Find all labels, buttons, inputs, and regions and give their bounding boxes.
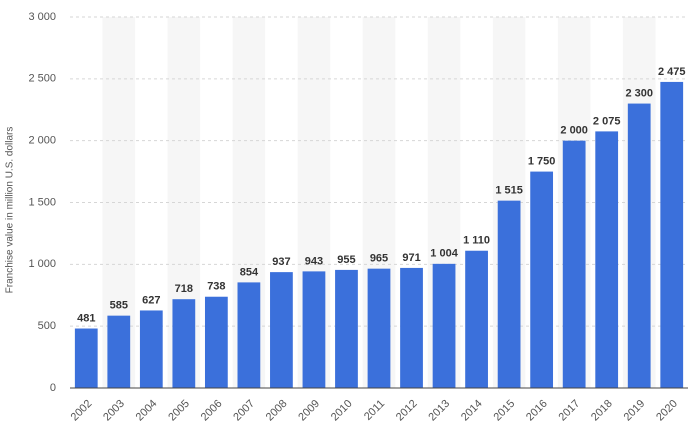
bar — [270, 272, 293, 388]
x-tick-label: 2019 — [622, 398, 648, 424]
bar — [302, 271, 326, 388]
bar — [562, 140, 586, 388]
x-tick-label: 2015 — [491, 398, 517, 424]
bar — [172, 299, 196, 388]
value-label: 585 — [110, 300, 128, 312]
x-tick-label: 2018 — [589, 398, 615, 424]
bar — [74, 328, 98, 388]
bar — [530, 171, 554, 388]
value-label: 1 515 — [495, 185, 523, 197]
value-label: 965 — [370, 253, 388, 265]
x-tick-label: 2012 — [394, 398, 420, 424]
x-tick-label: 2009 — [296, 398, 322, 424]
bar — [367, 268, 391, 388]
value-label: 2 000 — [560, 125, 588, 137]
value-label: 971 — [402, 252, 420, 264]
value-label: 481 — [77, 312, 95, 324]
bar — [107, 315, 131, 388]
x-tick-label: 2013 — [426, 398, 452, 424]
bar — [400, 267, 423, 388]
bar — [627, 103, 651, 389]
x-tick-label: 2017 — [557, 398, 583, 424]
bar — [139, 310, 163, 388]
value-label: 718 — [175, 283, 193, 295]
y-axis-label: Franchise value in million U.S. dollars — [5, 127, 16, 294]
x-tick-label: 2008 — [264, 398, 290, 424]
y-tick-label: 500 — [38, 320, 56, 332]
value-label: 955 — [337, 254, 355, 266]
x-tick-label: 2007 — [231, 398, 257, 424]
bar — [660, 81, 684, 389]
bar — [335, 269, 358, 388]
value-label: 2 075 — [593, 115, 621, 127]
bar — [595, 131, 619, 388]
bar — [432, 263, 456, 388]
x-tick-label: 2010 — [329, 398, 355, 424]
value-label: 627 — [142, 294, 160, 306]
bar — [237, 282, 261, 388]
bar — [204, 296, 228, 388]
x-tick-label: 2014 — [459, 398, 485, 424]
x-tick-label: 2011 — [362, 398, 387, 423]
y-tick-label: 2 000 — [28, 135, 56, 147]
value-label: 1 750 — [528, 155, 556, 167]
value-label: 943 — [305, 255, 323, 267]
y-tick-label: 1 000 — [28, 258, 56, 270]
value-label: 1 004 — [430, 248, 458, 260]
value-label: 2 300 — [625, 87, 653, 99]
y-tick-label: 1 500 — [28, 196, 56, 208]
x-tick-label: 2003 — [101, 398, 127, 424]
x-tick-label: 2020 — [654, 398, 680, 424]
x-tick-label: 2016 — [524, 398, 550, 424]
value-label: 2 475 — [658, 66, 686, 78]
x-tick-label: 2006 — [199, 398, 225, 424]
bar — [465, 250, 488, 388]
x-tick-label: 2004 — [134, 398, 160, 424]
y-tick-label: 2 500 — [28, 73, 56, 85]
x-tick-label: 2002 — [69, 398, 95, 424]
value-label: 738 — [207, 281, 225, 293]
value-label: 937 — [272, 256, 290, 268]
value-label: 854 — [240, 266, 259, 278]
y-tick-label: 0 — [50, 382, 56, 394]
x-tick-label: 2005 — [166, 398, 192, 424]
bar — [497, 200, 521, 388]
y-tick-label: 3 000 — [28, 11, 56, 23]
value-label: 1 110 — [463, 235, 490, 247]
